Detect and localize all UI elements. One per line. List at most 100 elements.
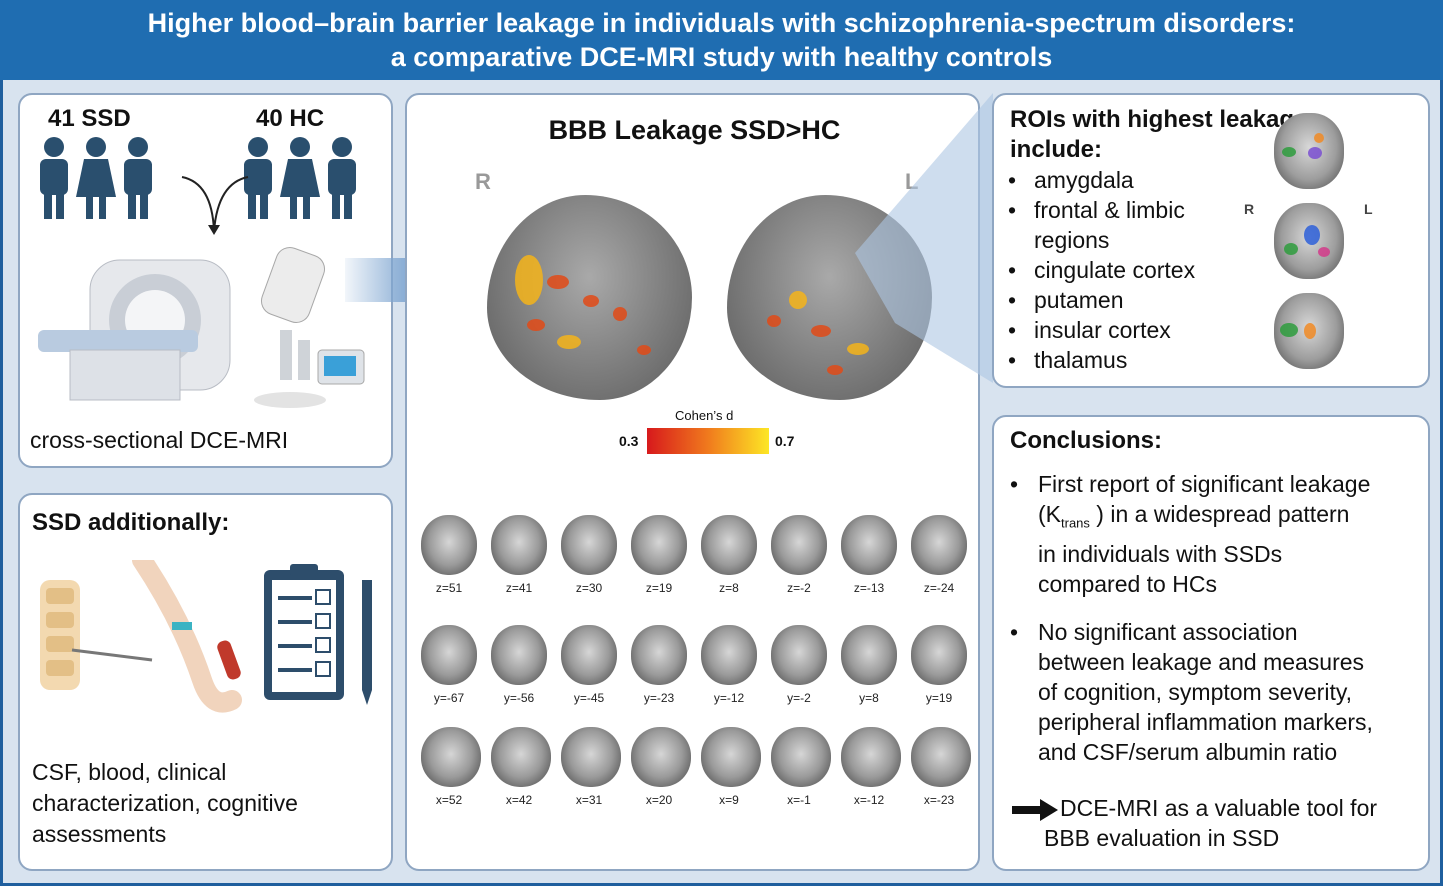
right-hemisphere-label: R xyxy=(475,169,491,194)
conclusion-1-line-4: compared to HCs xyxy=(1038,570,1217,597)
roi-item-thalamus: thalamus xyxy=(1006,345,1195,375)
axial-label-8: z=-24 xyxy=(923,581,955,595)
ssd-additional-text: CSF, blood, clinical characterization, c… xyxy=(32,757,298,850)
arrow-right-icon xyxy=(1012,799,1058,821)
sagittal-slice-3 xyxy=(561,727,621,787)
roi-title: ROIs with highest leakage include: xyxy=(1010,105,1307,165)
coronal-label-6: y=-2 xyxy=(787,691,811,705)
coronal-slice-4 xyxy=(631,625,687,685)
hc-person-icon-female xyxy=(280,137,320,219)
coronal-slice-7 xyxy=(841,625,897,685)
conclusion-bullet-1: • First report of significant leakage (K… xyxy=(1008,469,1428,599)
sagittal-slice-2 xyxy=(491,727,551,787)
coronal-slice-1 xyxy=(421,625,477,685)
right-hemisphere-brain-render xyxy=(487,195,692,400)
ssd-additional-title: SSD additionally: xyxy=(32,509,230,536)
conclusions-title: Conclusions: xyxy=(1010,427,1163,454)
axial-slice-2 xyxy=(491,515,547,575)
coronal-label-3: y=-45 xyxy=(573,691,605,705)
coronal-label-5: y=-12 xyxy=(713,691,745,705)
roi-right-label: R xyxy=(1244,201,1255,217)
final-conclusion-line-2: BBB evaluation in SSD xyxy=(1044,825,1280,851)
axial-label-3: z=30 xyxy=(575,581,603,595)
ssd-person-icon-male xyxy=(40,137,68,219)
sagittal-label-2: x=42 xyxy=(505,793,533,807)
hc-person-icon-male xyxy=(244,137,272,219)
sagittal-slice-8 xyxy=(911,727,971,787)
sagittal-label-6: x=-1 xyxy=(787,793,811,807)
axial-label-7: z=-13 xyxy=(853,581,885,595)
roi-title-line-2: include: xyxy=(1010,136,1103,163)
sagittal-label-1: x=52 xyxy=(435,793,463,807)
axial-slice-4 xyxy=(631,515,687,575)
axial-slice-5 xyxy=(701,515,757,575)
ssd-additional-panel: SSD additionally: xyxy=(18,493,393,871)
ssd-count-label: 41 SSD xyxy=(48,105,131,132)
sagittal-label-7: x=-12 xyxy=(853,793,885,807)
coronal-label-4: y=-23 xyxy=(643,691,675,705)
roi-title-line-1: ROIs with highest leakage xyxy=(1010,106,1308,133)
conclusion-2-line-4: peripheral inflammation markers, xyxy=(1038,709,1373,735)
roi-item-frontal-limbic: frontal & limbic xyxy=(1006,195,1195,225)
zoom-wedge xyxy=(855,93,993,383)
colorbar-title: Cohen’s d xyxy=(675,408,734,423)
spine-icon xyxy=(40,580,153,690)
axial-label-5: z=8 xyxy=(719,581,739,595)
participants-panel: 41 SSD 40 HC xyxy=(18,93,393,468)
sagittal-label-8: x=-23 xyxy=(923,793,955,807)
sagittal-label-4: x=20 xyxy=(645,793,673,807)
coronal-slice-8 xyxy=(911,625,967,685)
arm-blood-draw-icon xyxy=(132,560,242,713)
roi-list: amygdala frontal & limbic regions cingul… xyxy=(1006,165,1195,375)
coronal-slice-3 xyxy=(561,625,617,685)
conclusion-bullet-2: • No significant association between lea… xyxy=(1008,617,1428,767)
roi-item-amygdala: amygdala xyxy=(1006,165,1195,195)
center-title: BBB Leakage SSD>HC xyxy=(548,115,841,145)
ssd-additional-line-2: characterization, cognitive xyxy=(32,790,298,816)
coronal-label-8: y=19 xyxy=(925,691,953,705)
roi-sagittal-brain xyxy=(1274,203,1344,279)
conclusion-1-line-2: (Ktrans ) in a widespread pattern xyxy=(1038,501,1350,531)
leakage-map-panel: BBB Leakage SSD>HC R L Cohen’s d 0.3 0.7… xyxy=(405,93,980,871)
roi-item-cingulate: cingulate cortex xyxy=(1006,255,1195,285)
sagittal-slice-4 xyxy=(631,727,691,787)
sagittal-slice-6 xyxy=(771,727,831,787)
conclusion-2-line-3: of cognition, symptom severity, xyxy=(1038,679,1353,705)
ssd-additional-line-1: CSF, blood, clinical xyxy=(32,759,227,785)
roi-item-insular: insular cortex xyxy=(1006,315,1195,345)
title-line-1: Higher blood–brain barrier leakage in in… xyxy=(147,8,1296,38)
sagittal-label-5: x=9 xyxy=(719,793,739,807)
roi-left-label: L xyxy=(1364,201,1373,217)
people-icons xyxy=(40,137,356,235)
assessment-illustration xyxy=(40,560,372,713)
final-conclusion-line-1: DCE-MRI as a valuable tool for xyxy=(1060,795,1378,821)
axial-label-1: z=51 xyxy=(435,581,463,595)
roi-panel: ROIs with highest leakage include: amygd… xyxy=(992,93,1430,388)
slice-montage: z=51 z=41 z=30 z=19 z=8 z=-2 z=-13 z=-24… xyxy=(415,515,975,860)
clipboard-checklist-icon xyxy=(264,564,372,705)
mri-scanner-illustration xyxy=(38,247,365,408)
conclusions-panel: Conclusions: • First report of significa… xyxy=(992,415,1430,871)
conclusion-1-line-1: First report of significant leakage xyxy=(1038,471,1371,497)
axial-slice-8 xyxy=(911,515,967,575)
ssd-person-icon-female xyxy=(76,137,116,219)
coronal-slice-6 xyxy=(771,625,827,685)
axial-slice-3 xyxy=(561,515,617,575)
coronal-slice-5 xyxy=(701,625,757,685)
coronal-slice-2 xyxy=(491,625,547,685)
hc-person-icon-male-2 xyxy=(328,137,356,219)
conclusion-2-line-2: between leakage and measures xyxy=(1038,649,1365,675)
conclusion-2-line-1: No significant association xyxy=(1038,619,1298,645)
conclusion-1-line-3: in individuals with SSDs xyxy=(1038,540,1283,567)
study-design-label: cross-sectional DCE-MRI xyxy=(30,427,289,453)
coronal-label-1: y=-67 xyxy=(433,691,465,705)
title-line-2: a comparative DCE-MRI study with healthy… xyxy=(390,42,1053,72)
axial-slice-7 xyxy=(841,515,897,575)
colorbar-max-label: 0.7 xyxy=(775,433,795,449)
colorbar xyxy=(647,428,769,454)
axial-slice-1 xyxy=(421,515,477,575)
axial-label-2: z=41 xyxy=(505,581,533,595)
ssd-person-icon-male-2 xyxy=(124,137,152,219)
roi-item-putamen: putamen xyxy=(1006,285,1195,315)
title-banner: Higher blood–brain barrier leakage in in… xyxy=(0,0,1443,80)
